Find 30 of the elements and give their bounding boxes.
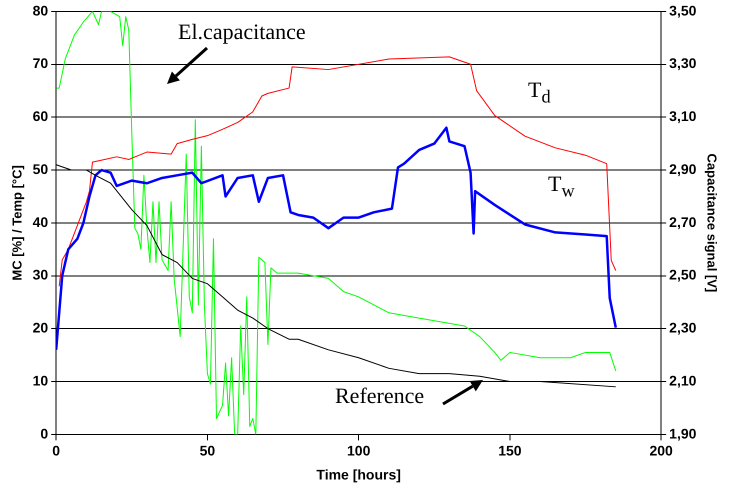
y-tick-label: 60: [32, 108, 48, 124]
x-axis-title: Time [hours]: [316, 466, 401, 482]
x-tick-label: 50: [200, 442, 216, 459]
y-tick-label: 70: [32, 55, 48, 72]
y2-tick-label: 2,70: [669, 214, 697, 230]
y-tick-label: 30: [32, 266, 48, 283]
y2-tick-label: 3,10: [669, 108, 697, 124]
y2-tick-label: 2,10: [669, 372, 697, 388]
y-axis-title: MC [%] / Temp [°C]: [9, 165, 24, 281]
y2-tick-label: 3,30: [669, 55, 697, 72]
x-tick-label: 100: [346, 442, 371, 459]
y-tick-label: 50: [32, 160, 48, 177]
x-tick-label: 150: [498, 442, 522, 459]
x-tick-label: 200: [649, 442, 674, 459]
y2-axis-title: Capacitance signal [V]: [704, 154, 720, 292]
y2-tick-label: 2,30: [669, 320, 697, 336]
y-tick-label: 80: [32, 2, 48, 18]
y2-tick-label: 2,90: [669, 160, 697, 177]
annotation: T$_{w}$: [548, 170, 575, 202]
annotation: El.capacitance: [178, 18, 306, 46]
y-tick-label: 40: [32, 214, 48, 230]
y-tick-label: 20: [32, 320, 48, 336]
y2-tick-label: 1,90: [669, 425, 697, 442]
y2-tick-label: 2,50: [669, 266, 697, 283]
annotation: Reference: [335, 382, 424, 410]
y2-tick-label: 3,50: [669, 2, 697, 18]
y-tick-label: 0: [40, 425, 48, 442]
x-tick-label: 0: [52, 442, 60, 459]
y-tick-label: 10: [32, 372, 48, 388]
annotation: T$_{d}$: [528, 76, 551, 108]
